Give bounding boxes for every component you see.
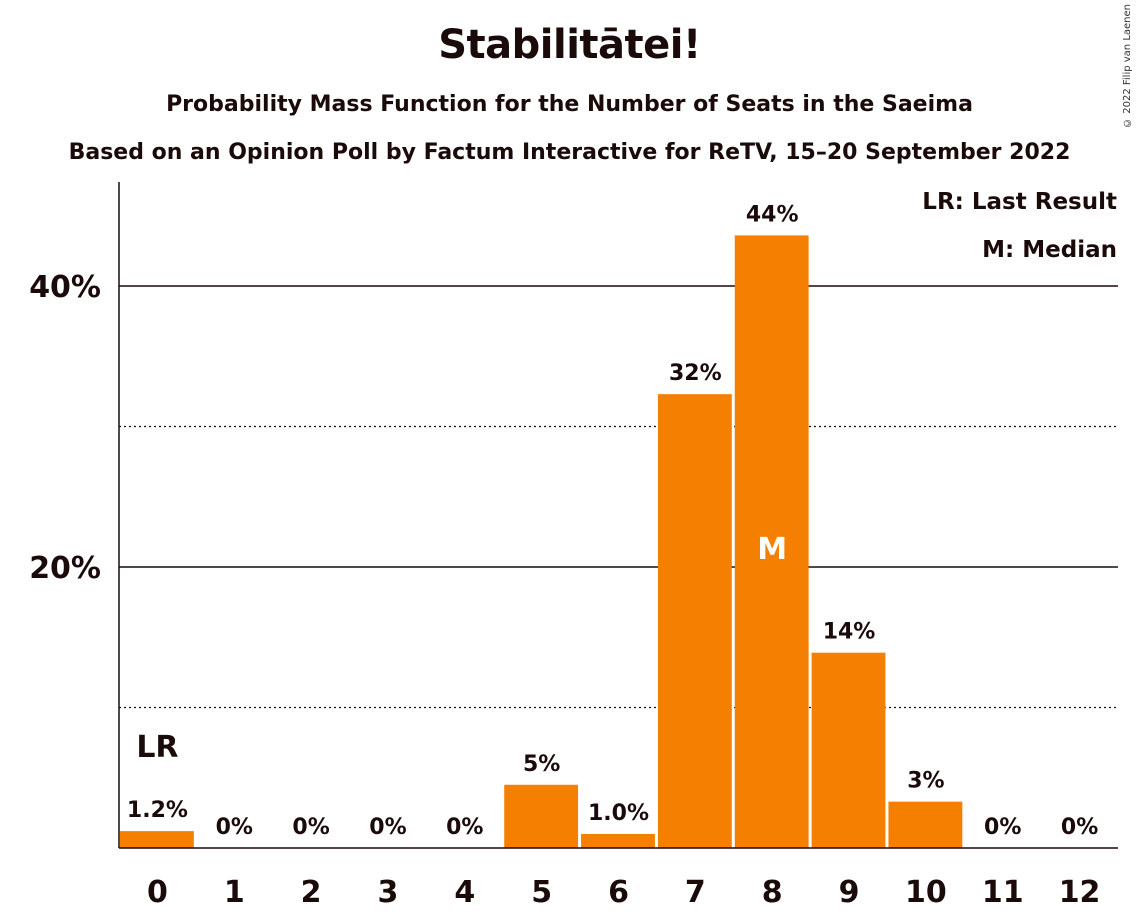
- bar: [657, 394, 732, 848]
- x-tick-label: 6: [608, 875, 629, 910]
- bar: [811, 652, 886, 848]
- bars: [120, 235, 963, 849]
- value-label: 5%: [523, 752, 560, 777]
- x-tick-label: 11: [982, 875, 1024, 910]
- bar: [504, 784, 579, 848]
- value-label: 3%: [907, 769, 944, 794]
- value-label: 1.0%: [588, 801, 649, 826]
- chart-title: Stabilitātei!: [438, 22, 701, 68]
- last-result-marker: LR: [136, 730, 178, 765]
- y-tick-label: 20%: [29, 551, 101, 586]
- bar: [581, 833, 655, 848]
- value-label: 0%: [369, 815, 406, 840]
- value-label: 1.2%: [127, 798, 188, 823]
- chart-subtitle-source: Based on an Opinion Poll by Factum Inter…: [68, 140, 1071, 165]
- value-label: 0%: [1061, 815, 1098, 840]
- value-label: 0%: [292, 815, 329, 840]
- bar: [734, 235, 809, 849]
- value-labels: 1.2% 0% 0% 0% 0% 5% 1.0% 32% 44% 14% 3% 0% 0% M LR: [127, 202, 1098, 840]
- legend-entry: LR: Last Result: [922, 189, 1117, 215]
- median-marker: M: [757, 532, 787, 567]
- y-tick-label: 40%: [29, 270, 101, 305]
- x-tick-label: 1: [224, 875, 245, 910]
- gridlines: [119, 285, 1118, 709]
- x-tick-label: 3: [378, 875, 399, 910]
- x-tick-label: 12: [1059, 875, 1101, 910]
- value-label: 14%: [823, 620, 876, 645]
- x-tick-label: 2: [301, 875, 322, 910]
- value-label: 0%: [216, 815, 253, 840]
- x-tick-label: 9: [839, 875, 860, 910]
- legend-entry: M: Median: [982, 237, 1117, 263]
- x-tick-label: 5: [531, 875, 552, 910]
- bar: [888, 801, 963, 848]
- bar: [120, 831, 194, 848]
- value-label: 0%: [446, 815, 483, 840]
- x-tick-label: 8: [762, 875, 783, 910]
- x-tick-label: 7: [685, 875, 706, 910]
- x-tick-label: 10: [905, 875, 947, 910]
- axes: 20%40%0 1 2 3 4 5 6 7 8 9 10 11 12: [29, 182, 1118, 910]
- value-label: 32%: [669, 361, 722, 386]
- chart-subtitle: Probability Mass Function for the Number…: [166, 92, 973, 117]
- x-tick-label: 4: [454, 875, 475, 910]
- value-label: 44%: [746, 202, 799, 227]
- x-tick-label: 0: [147, 875, 168, 910]
- value-label: 0%: [984, 815, 1021, 840]
- legend: LR: Last Result M: Median: [922, 189, 1117, 263]
